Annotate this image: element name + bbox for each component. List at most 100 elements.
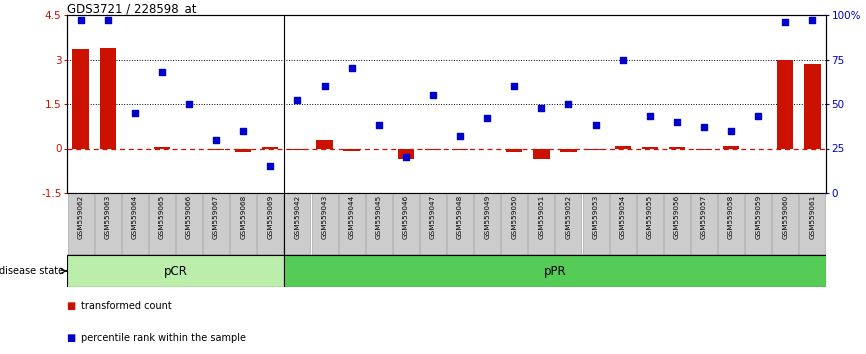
Bar xyxy=(262,147,279,148)
Bar xyxy=(73,49,88,148)
Text: GSM559050: GSM559050 xyxy=(511,195,517,239)
Point xyxy=(399,155,413,160)
Bar xyxy=(289,148,306,150)
Point xyxy=(697,124,711,130)
Point xyxy=(426,92,440,98)
FancyBboxPatch shape xyxy=(312,193,338,255)
FancyBboxPatch shape xyxy=(393,193,419,255)
FancyBboxPatch shape xyxy=(664,193,690,255)
Bar xyxy=(560,148,577,152)
FancyBboxPatch shape xyxy=(691,193,717,255)
FancyBboxPatch shape xyxy=(746,193,772,255)
Point xyxy=(74,17,87,23)
Point xyxy=(507,84,521,89)
Bar xyxy=(397,148,414,159)
Bar xyxy=(235,148,251,152)
Text: pCR: pCR xyxy=(164,264,187,278)
Text: GSM559043: GSM559043 xyxy=(321,195,327,239)
Text: GSM559044: GSM559044 xyxy=(349,195,354,239)
Text: transformed count: transformed count xyxy=(81,301,171,311)
Point xyxy=(779,19,792,25)
FancyBboxPatch shape xyxy=(501,193,527,255)
Text: GSM559042: GSM559042 xyxy=(294,195,301,239)
Text: GSM559059: GSM559059 xyxy=(755,195,761,239)
Point xyxy=(561,101,575,107)
Text: GSM559048: GSM559048 xyxy=(457,195,463,239)
Text: GSM559064: GSM559064 xyxy=(132,195,138,239)
Text: GSM559053: GSM559053 xyxy=(592,195,598,239)
Bar xyxy=(425,148,441,150)
Point xyxy=(263,164,277,169)
FancyBboxPatch shape xyxy=(583,193,609,255)
Text: GSM559045: GSM559045 xyxy=(376,195,382,239)
FancyBboxPatch shape xyxy=(230,193,256,255)
FancyBboxPatch shape xyxy=(94,193,120,255)
Point xyxy=(589,122,603,128)
Bar xyxy=(316,139,333,148)
Text: GSM559051: GSM559051 xyxy=(539,195,545,239)
Text: percentile rank within the sample: percentile rank within the sample xyxy=(81,333,246,343)
Bar xyxy=(506,148,522,152)
FancyBboxPatch shape xyxy=(528,193,554,255)
FancyBboxPatch shape xyxy=(447,193,473,255)
Text: GSM559061: GSM559061 xyxy=(810,195,816,239)
FancyBboxPatch shape xyxy=(122,193,148,255)
Text: GSM559067: GSM559067 xyxy=(213,195,219,239)
Point xyxy=(345,65,359,71)
Bar xyxy=(723,146,740,148)
Text: GSM559046: GSM559046 xyxy=(403,195,409,239)
Bar xyxy=(344,148,359,151)
FancyBboxPatch shape xyxy=(772,193,798,255)
FancyBboxPatch shape xyxy=(339,193,365,255)
Text: GSM559068: GSM559068 xyxy=(240,195,246,239)
Bar xyxy=(533,148,550,159)
FancyBboxPatch shape xyxy=(420,193,446,255)
FancyBboxPatch shape xyxy=(475,193,501,255)
FancyBboxPatch shape xyxy=(365,193,391,255)
Point xyxy=(534,105,548,110)
Text: GSM559066: GSM559066 xyxy=(186,195,192,239)
Text: GSM559062: GSM559062 xyxy=(78,195,83,239)
Bar xyxy=(669,147,685,148)
Point xyxy=(805,17,819,23)
Text: disease state: disease state xyxy=(0,266,64,276)
FancyBboxPatch shape xyxy=(68,193,94,255)
Point xyxy=(481,115,494,121)
Text: GSM559052: GSM559052 xyxy=(565,195,572,239)
Point xyxy=(670,119,684,125)
Text: GSM559055: GSM559055 xyxy=(647,195,653,239)
Bar xyxy=(154,147,170,148)
Bar xyxy=(696,148,712,150)
Text: ■: ■ xyxy=(67,301,80,311)
Point xyxy=(290,98,304,103)
FancyBboxPatch shape xyxy=(149,193,175,255)
FancyBboxPatch shape xyxy=(204,193,229,255)
FancyBboxPatch shape xyxy=(799,193,825,255)
Bar xyxy=(208,148,224,150)
Point xyxy=(236,128,250,133)
Point xyxy=(210,137,223,142)
FancyBboxPatch shape xyxy=(637,193,662,255)
Bar xyxy=(100,48,116,148)
Text: pPR: pPR xyxy=(544,264,566,278)
Text: GSM559054: GSM559054 xyxy=(620,195,626,239)
Text: ■: ■ xyxy=(67,333,80,343)
Text: GSM559065: GSM559065 xyxy=(158,195,165,239)
Bar xyxy=(642,147,658,148)
Point xyxy=(182,101,196,107)
Point xyxy=(372,122,385,128)
Text: GSM559047: GSM559047 xyxy=(430,195,436,239)
Point xyxy=(752,114,766,119)
FancyBboxPatch shape xyxy=(176,193,202,255)
Text: GSM559063: GSM559063 xyxy=(105,195,111,239)
Point xyxy=(100,17,114,23)
Point xyxy=(643,114,656,119)
FancyBboxPatch shape xyxy=(718,193,744,255)
Point xyxy=(318,84,332,89)
Bar xyxy=(452,148,469,150)
Text: GSM559069: GSM559069 xyxy=(268,195,274,239)
Bar xyxy=(615,146,630,148)
Text: GSM559057: GSM559057 xyxy=(701,195,707,239)
FancyBboxPatch shape xyxy=(555,193,581,255)
FancyBboxPatch shape xyxy=(610,193,636,255)
